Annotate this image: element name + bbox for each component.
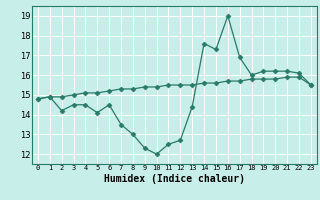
X-axis label: Humidex (Indice chaleur): Humidex (Indice chaleur) [104, 174, 245, 184]
